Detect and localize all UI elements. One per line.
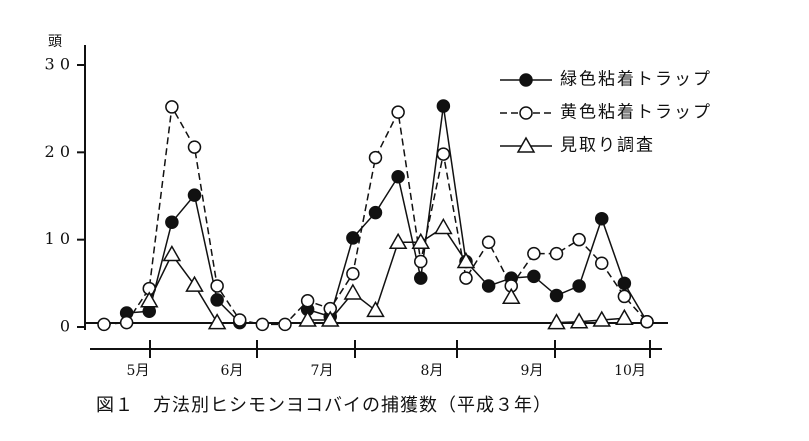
filled-circle xyxy=(414,271,428,285)
triangle-marker xyxy=(456,251,476,269)
filled-circle xyxy=(165,215,179,229)
triangle-marker xyxy=(162,245,182,262)
triangle-marker xyxy=(139,291,159,308)
open-circle xyxy=(187,140,202,154)
legend-label: 見取り調査 xyxy=(560,136,655,156)
y-tick-label: 3 0 xyxy=(45,55,70,74)
filled-circle xyxy=(187,188,202,202)
month-label: 6月 xyxy=(221,363,244,379)
legend-marker xyxy=(519,73,533,87)
filled-circle xyxy=(346,231,360,245)
triangle-marker xyxy=(388,232,408,250)
open-circle xyxy=(481,235,496,250)
legend-marker xyxy=(519,106,533,120)
triangle-marker xyxy=(501,287,521,305)
month-label: 9月 xyxy=(521,363,544,379)
month-label: 10月 xyxy=(614,363,646,379)
open-circle xyxy=(97,317,111,332)
month-label: 7月 xyxy=(311,363,334,379)
caption: 図１ 方法別ヒシモンヨコバイの捕獲数（平成３年） xyxy=(96,395,552,416)
month-label: 5月 xyxy=(127,363,150,379)
triangle-marker xyxy=(569,312,589,329)
open-circle xyxy=(414,254,428,269)
open-circle xyxy=(119,315,134,330)
triangle-marker xyxy=(185,275,204,292)
open-circle xyxy=(527,246,541,261)
filled-circle xyxy=(595,211,609,226)
open-circle xyxy=(617,289,632,304)
triangle-marker xyxy=(615,308,634,326)
open-circle xyxy=(346,266,360,281)
filled-circle xyxy=(617,276,632,291)
month-label: 8月 xyxy=(421,363,444,379)
legend-label: 黄色粘着トラップ xyxy=(560,103,712,123)
series-line xyxy=(148,226,625,324)
open-circle xyxy=(595,256,609,270)
open-circle xyxy=(210,279,224,293)
y-tick-label: 0 xyxy=(60,317,70,336)
legend-marker xyxy=(516,136,536,153)
triangle-marker xyxy=(207,313,227,330)
filled-circle xyxy=(527,269,541,284)
open-circle xyxy=(233,313,247,327)
filled-circle xyxy=(481,279,496,293)
filled-circle xyxy=(210,293,224,307)
y-tick-label: 1 0 xyxy=(45,229,70,248)
triangle-marker xyxy=(592,310,612,327)
filled-circle xyxy=(436,99,451,113)
open-circle xyxy=(255,317,270,332)
legend-label: 緑色粘着トラップ xyxy=(560,70,712,90)
triangle-marker xyxy=(320,310,340,327)
open-circle xyxy=(391,105,405,119)
triangle-marker xyxy=(343,283,363,300)
triangle-marker xyxy=(298,310,317,327)
open-circle xyxy=(549,246,564,261)
open-circle xyxy=(368,150,383,165)
triangle-marker xyxy=(547,313,566,330)
filled-circle xyxy=(391,170,405,184)
y-tick-label: 2 0 xyxy=(45,142,70,161)
filled-circle xyxy=(572,279,586,293)
open-circle xyxy=(300,294,315,308)
triangle-marker xyxy=(366,300,385,318)
triangle-marker xyxy=(411,232,431,250)
open-circle xyxy=(640,315,654,329)
filled-circle xyxy=(368,205,383,220)
open-circle xyxy=(572,232,586,247)
open-circle xyxy=(165,100,179,114)
open-circle xyxy=(459,271,473,285)
open-circle xyxy=(278,317,292,332)
y-unit: 頭 xyxy=(48,34,62,50)
open-circle xyxy=(436,147,451,161)
filled-circle xyxy=(549,288,564,303)
triangle-marker xyxy=(434,217,453,235)
